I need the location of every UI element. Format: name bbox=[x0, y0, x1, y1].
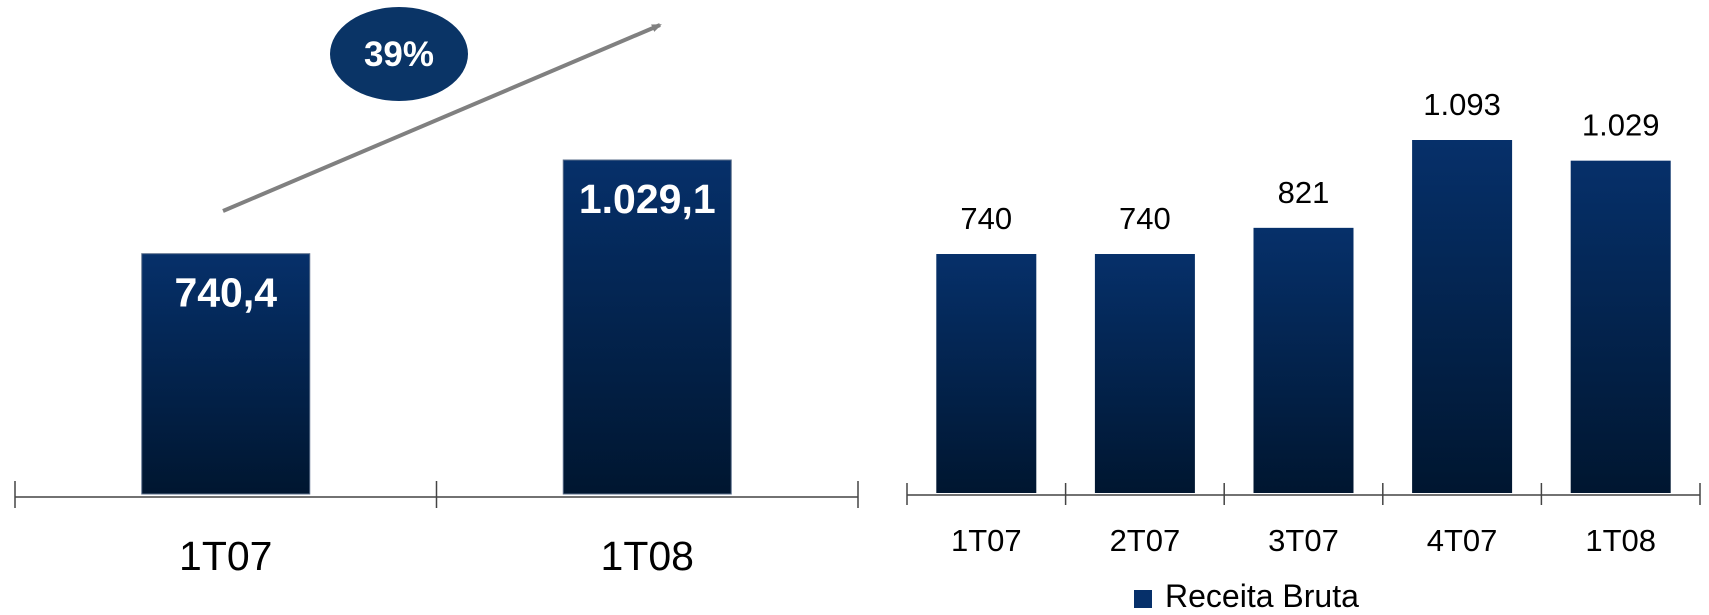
left-value-label: 740,4 bbox=[174, 270, 277, 316]
right-tick-label: 1T07 bbox=[951, 523, 1022, 558]
right-bar-3T07 bbox=[1253, 227, 1354, 493]
right-tick-label: 2T07 bbox=[1110, 523, 1181, 558]
right-bar-1T08 bbox=[1570, 160, 1671, 493]
right-tick-label: 1T08 bbox=[1585, 523, 1656, 558]
left-tick-label: 1T07 bbox=[179, 533, 272, 579]
left-value-label: 1.029,1 bbox=[579, 176, 716, 222]
growth-arrow bbox=[222, 23, 662, 213]
growth-badge-label: 39% bbox=[364, 35, 434, 74]
right-bar-2T07 bbox=[1094, 254, 1195, 493]
left-bar-1T08 bbox=[562, 159, 732, 495]
legend-label: Receita Bruta bbox=[1165, 578, 1359, 614]
right-bar-4T07 bbox=[1412, 140, 1513, 493]
right-value-label: 740 bbox=[1119, 201, 1171, 236]
left-bar-chart: 740,4 1T07 1.029,1 1T08 39% bbox=[14, 7, 859, 579]
right-value-label: 740 bbox=[960, 201, 1012, 236]
right-bar-chart: 7401T077402T078213T071.0934T071.0291T08 … bbox=[906, 87, 1701, 614]
right-value-label: 1.029 bbox=[1582, 108, 1660, 143]
right-value-label: 821 bbox=[1278, 175, 1330, 210]
left-tick-label: 1T08 bbox=[601, 533, 694, 579]
legend-swatch bbox=[1134, 590, 1152, 608]
left-bar-1T07 bbox=[141, 253, 311, 495]
right-tick-label: 4T07 bbox=[1427, 523, 1498, 558]
right-tick-label: 3T07 bbox=[1268, 523, 1339, 558]
right-bar-1T07 bbox=[936, 254, 1037, 493]
right-value-label: 1.093 bbox=[1423, 87, 1501, 122]
growth-badge bbox=[330, 7, 468, 101]
